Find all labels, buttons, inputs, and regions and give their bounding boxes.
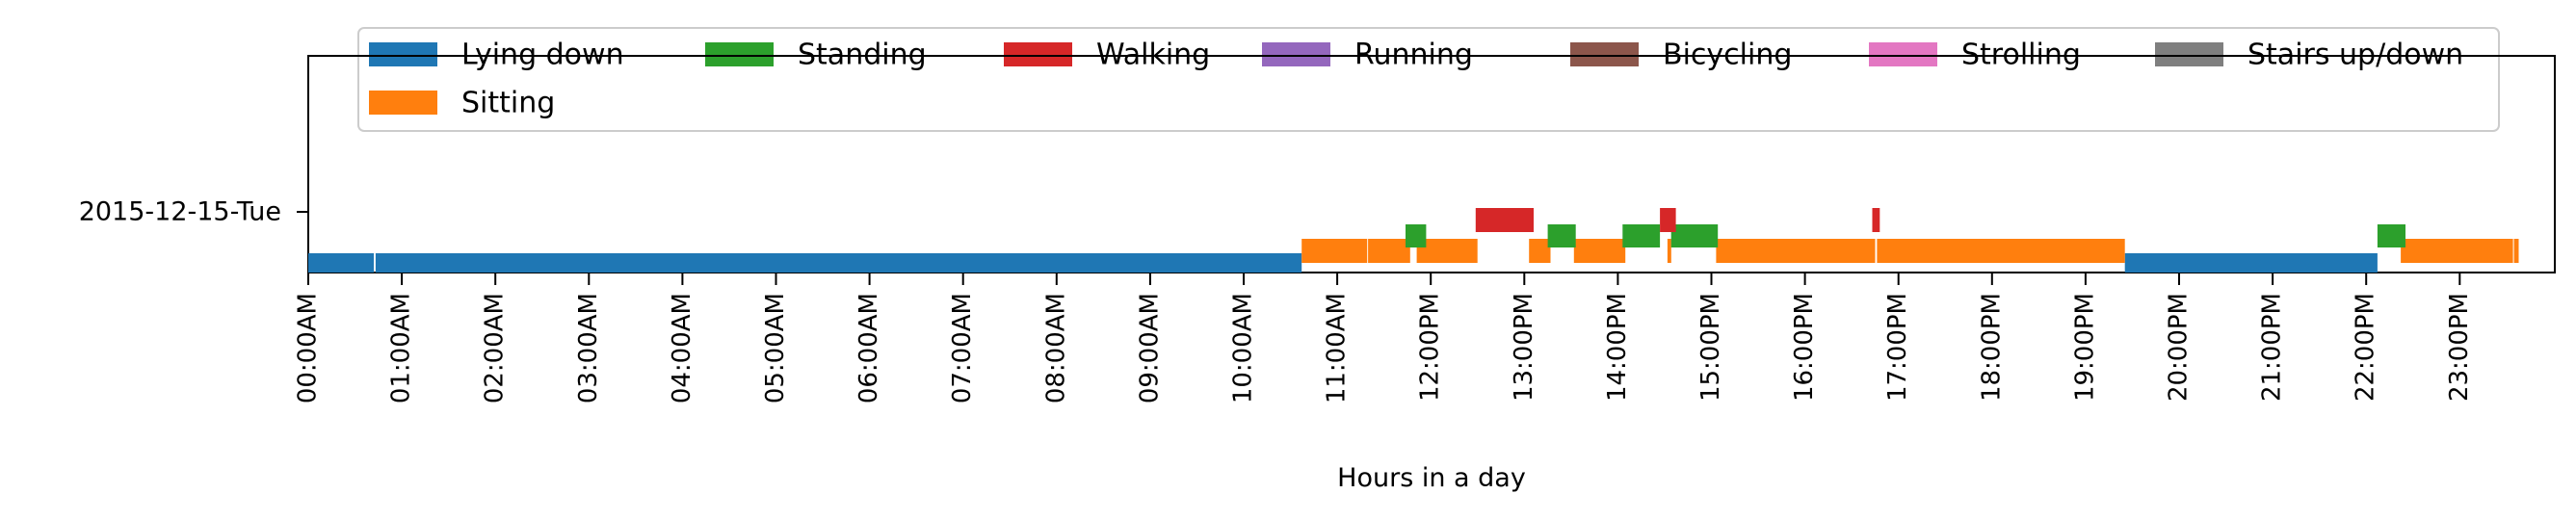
bar-sitting-2	[1416, 239, 1478, 263]
bar-sitting-1	[1368, 239, 1410, 263]
bar-lying-down-1	[375, 253, 1302, 273]
x-tick-label: 10:00AM	[1229, 293, 1258, 403]
x-tick-label: 20:00PM	[2165, 293, 2194, 402]
x-tick-label: 18:00PM	[1977, 293, 2006, 402]
x-tick-label: 04:00AM	[668, 293, 697, 403]
legend-swatch-bicycling	[1570, 42, 1639, 66]
x-tick-label: 03:00AM	[574, 293, 603, 403]
x-tick-label: 14:00PM	[1603, 293, 1632, 402]
legend-swatch-walking	[1004, 42, 1072, 66]
x-tick-label: 02:00AM	[481, 293, 510, 403]
bar-lying-down-2	[2124, 253, 2378, 273]
legend-swatch-standing	[705, 42, 774, 66]
x-tick-label: 13:00PM	[1510, 293, 1538, 402]
x-tick-label: 19:00PM	[2070, 293, 2099, 402]
bar-standing-3	[1670, 224, 1719, 247]
legend-swatch-stairs-up-down	[2155, 42, 2223, 66]
x-tick-label: 01:00AM	[387, 293, 416, 403]
legend-frame	[357, 27, 2500, 132]
bar-sitting-5	[1667, 239, 1671, 263]
bar-walking-1	[1660, 208, 1676, 232]
legend-swatch-sitting	[369, 91, 437, 115]
x-axis-ticks: 00:00AM 01:00AM 02:00AM 03:00AM 04:00AM 05:00…	[294, 273, 2474, 403]
bar-sitting-4	[1573, 239, 1626, 263]
legend-swatch-running	[1262, 42, 1330, 66]
bar-sitting-3	[1529, 239, 1551, 263]
bar-walking-2	[1872, 208, 1880, 232]
legend: Lying down Standing Walking Running Bicyclin…	[357, 27, 2500, 132]
x-tick-label: 06:00AM	[854, 293, 883, 403]
x-tick-label: 23:00PM	[2445, 293, 2474, 402]
x-tick-label: 11:00AM	[1323, 293, 1352, 403]
x-tick-label: 07:00AM	[948, 293, 977, 403]
x-tick-label: 17:00PM	[1883, 293, 1912, 402]
x-tick-label: 08:00AM	[1041, 293, 1070, 403]
bar-sitting-9	[2513, 239, 2519, 263]
x-tick-label: 22:00PM	[2352, 293, 2380, 402]
bar-standing-4	[2377, 224, 2405, 247]
x-tick-label: 21:00PM	[2258, 293, 2287, 402]
bar-sitting-7	[1877, 239, 2125, 263]
x-axis-label: Hours in a day	[1337, 463, 1526, 493]
legend-swatch-strolling	[1869, 42, 1937, 66]
x-tick-label: 09:00AM	[1135, 293, 1164, 403]
y-axis-tick: 2015-12-15-Tue	[79, 197, 308, 227]
x-tick-label: 16:00PM	[1790, 293, 1819, 402]
legend-label-sitting: Sitting	[461, 87, 555, 120]
bar-sitting-8	[2401, 239, 2513, 263]
plot-area: 00:00AM 01:00AM 02:00AM 03:00AM 04:00AM 05:00…	[79, 55, 2556, 493]
activity-bars	[308, 208, 2519, 273]
x-tick-label: 00:00AM	[294, 293, 323, 403]
bar-sitting-6	[1716, 239, 1876, 263]
bar-standing-0	[1406, 224, 1427, 247]
bar-lying-down-0	[308, 253, 374, 273]
bar-standing-1	[1547, 224, 1576, 247]
x-tick-label: 05:00AM	[761, 293, 790, 403]
legend-swatch-lying-down	[369, 42, 437, 66]
x-tick-label: 15:00PM	[1696, 293, 1725, 402]
row-label: 2015-12-15-Tue	[79, 197, 281, 227]
x-tick-label: 12:00PM	[1416, 293, 1445, 402]
bar-sitting-0	[1301, 239, 1368, 263]
bar-standing-2	[1622, 224, 1661, 247]
bar-walking-0	[1475, 208, 1534, 232]
